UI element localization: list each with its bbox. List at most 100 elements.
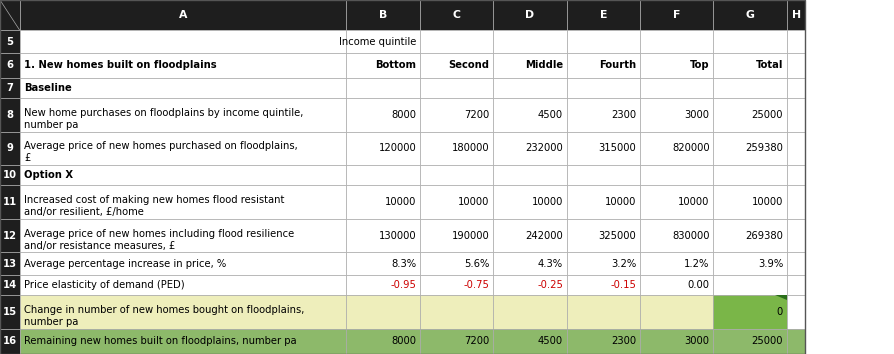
Text: 242000: 242000	[525, 231, 562, 241]
Bar	[713, 78, 786, 98]
Bar	[493, 98, 566, 132]
Text: 7200: 7200	[464, 110, 489, 120]
Bar	[713, 275, 786, 295]
Bar	[419, 78, 493, 98]
Bar	[493, 78, 566, 98]
Text: F: F	[672, 10, 679, 20]
Bar	[639, 30, 713, 53]
Text: 10000: 10000	[751, 197, 782, 207]
Text: New home purchases on floodplains by income quintile,
number pa: New home purchases on floodplains by inc…	[24, 108, 303, 130]
Bar	[419, 30, 493, 53]
Text: 10: 10	[3, 170, 17, 180]
Bar	[0, 132, 20, 165]
Bar	[20, 219, 346, 252]
Text: 10000: 10000	[531, 197, 562, 207]
Text: 10000: 10000	[604, 197, 636, 207]
Bar	[0, 0, 20, 30]
Bar	[20, 275, 346, 295]
Bar	[419, 219, 493, 252]
Bar	[786, 0, 805, 30]
Text: Income quintile: Income quintile	[339, 36, 416, 46]
Text: 8000: 8000	[391, 336, 416, 347]
Bar	[20, 295, 346, 329]
Text: 8: 8	[6, 110, 13, 120]
Bar	[786, 275, 805, 295]
Text: 130000: 130000	[378, 231, 416, 241]
Bar	[639, 165, 713, 185]
Bar	[786, 30, 805, 53]
Bar	[493, 219, 566, 252]
Text: -0.15: -0.15	[610, 280, 636, 290]
Bar	[493, 252, 566, 275]
Bar	[493, 53, 566, 78]
Text: Price elasticity of demand (PED): Price elasticity of demand (PED)	[24, 280, 184, 290]
Bar	[493, 275, 566, 295]
Bar	[0, 53, 20, 78]
Bar	[713, 219, 786, 252]
Bar	[20, 78, 346, 98]
Bar	[566, 78, 639, 98]
Text: 2300: 2300	[611, 336, 636, 347]
Bar	[346, 275, 419, 295]
Bar	[639, 329, 713, 354]
Bar	[419, 252, 493, 275]
Text: Baseline: Baseline	[24, 83, 72, 93]
Bar	[0, 252, 20, 275]
Text: 6: 6	[6, 61, 13, 70]
Text: 269380: 269380	[745, 231, 782, 241]
Bar	[0, 98, 20, 132]
Bar	[0, 275, 20, 295]
Bar	[346, 329, 419, 354]
Text: 325000: 325000	[598, 231, 636, 241]
Bar	[713, 30, 786, 53]
Bar	[419, 275, 493, 295]
Bar	[786, 185, 805, 219]
Bar	[713, 53, 786, 78]
Bar	[713, 329, 786, 354]
Text: B: B	[378, 10, 387, 20]
Bar	[566, 219, 639, 252]
Bar	[786, 98, 805, 132]
Bar	[713, 98, 786, 132]
Text: 8.3%: 8.3%	[391, 259, 416, 269]
Text: D: D	[525, 10, 534, 20]
Bar	[786, 252, 805, 275]
Bar	[419, 53, 493, 78]
Text: 120000: 120000	[378, 143, 416, 154]
Polygon shape	[774, 295, 786, 300]
Bar	[713, 295, 786, 329]
Bar	[419, 98, 493, 132]
Text: 3000: 3000	[684, 336, 709, 347]
Bar	[346, 165, 419, 185]
Bar	[639, 275, 713, 295]
Bar	[566, 329, 639, 354]
Text: 12: 12	[3, 231, 17, 241]
Bar	[639, 185, 713, 219]
Text: G: G	[745, 10, 754, 20]
Text: C: C	[452, 10, 460, 20]
Bar	[786, 78, 805, 98]
Bar	[639, 252, 713, 275]
Bar	[20, 252, 346, 275]
Bar	[566, 185, 639, 219]
Bar	[20, 0, 346, 30]
Text: 830000: 830000	[671, 231, 709, 241]
Text: 5: 5	[6, 36, 13, 46]
Text: Average price of new homes purchased on floodplains,
£: Average price of new homes purchased on …	[24, 142, 298, 164]
Bar	[346, 53, 419, 78]
Bar	[346, 219, 419, 252]
Bar	[20, 165, 346, 185]
Bar	[346, 252, 419, 275]
Bar	[566, 252, 639, 275]
Bar	[0, 30, 20, 53]
Bar	[639, 295, 713, 329]
Bar	[20, 329, 346, 354]
Bar	[346, 98, 419, 132]
Bar	[566, 132, 639, 165]
Text: Option X: Option X	[24, 170, 73, 180]
Text: 25000: 25000	[751, 336, 782, 347]
Bar	[566, 0, 639, 30]
Text: 1.2%: 1.2%	[684, 259, 709, 269]
Text: 180000: 180000	[451, 143, 489, 154]
Text: 3000: 3000	[684, 110, 709, 120]
